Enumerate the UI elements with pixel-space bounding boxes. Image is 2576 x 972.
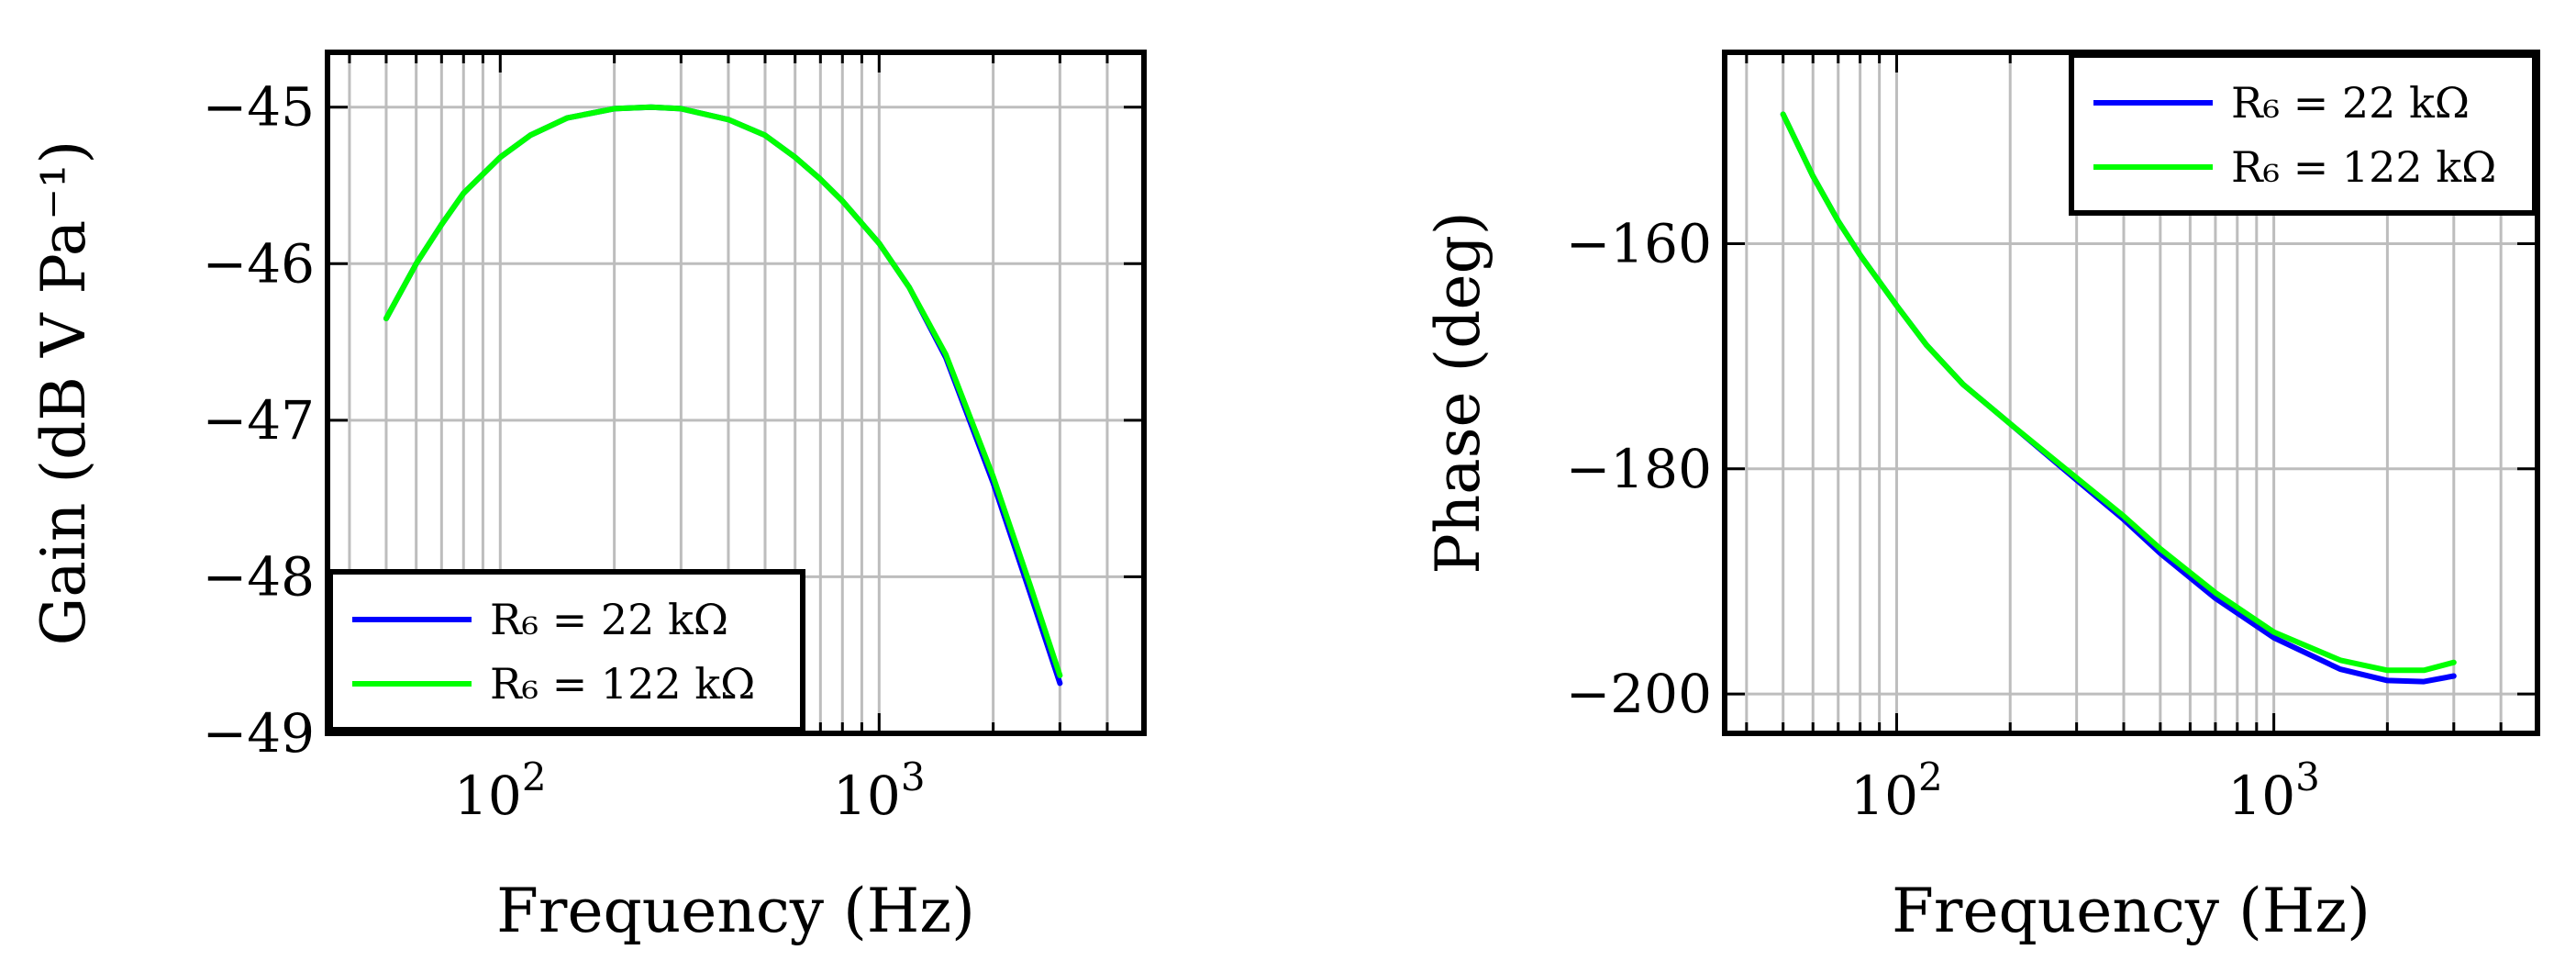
plot-frame bbox=[325, 50, 1147, 736]
y-tick-label: −160 bbox=[1566, 212, 1712, 274]
y-tick-label: −200 bbox=[1566, 663, 1712, 725]
x-tick-label: 103 bbox=[833, 754, 926, 827]
y-tick-label: −49 bbox=[203, 702, 315, 765]
y-tick-label: −45 bbox=[203, 76, 315, 139]
x-tick-label: 102 bbox=[454, 754, 547, 827]
legend: R₆ = 22 kΩ R₆ = 122 kΩ bbox=[328, 569, 805, 732]
phase-plot: −160 −180 −200 102 103 Frequency (Hz) Phase (d… bbox=[1423, 50, 2540, 946]
x-tick-label: 103 bbox=[2227, 754, 2320, 827]
legend-entry-label: R₆ = 122 kΩ bbox=[2231, 142, 2496, 192]
y-tick-label: −47 bbox=[203, 389, 315, 452]
series-line-r6-122k bbox=[383, 104, 1063, 678]
y-tick-label: −180 bbox=[1566, 438, 1712, 500]
legend-entry-label: R₆ = 122 kΩ bbox=[490, 659, 755, 709]
x-tick-label: 102 bbox=[1850, 754, 1943, 827]
gain-plot: −45 −46 −47 −48 −49 102 103 Frequency (Hz) Gain … bbox=[28, 50, 1147, 946]
x-axis-label: Frequency (Hz) bbox=[1892, 876, 2371, 946]
y-tick-label: −46 bbox=[203, 232, 315, 295]
legend-entry-label: R₆ = 22 kΩ bbox=[490, 595, 728, 644]
legend-box bbox=[2069, 52, 2537, 216]
legend: R₆ = 22 kΩ R₆ = 122 kΩ bbox=[2069, 52, 2537, 216]
y-axis-label: Phase (deg) bbox=[1423, 211, 1493, 574]
x-axis-label: Frequency (Hz) bbox=[496, 876, 975, 946]
series-group bbox=[1780, 111, 2457, 685]
y-tick-label: −48 bbox=[203, 545, 315, 608]
y-axis-label: Gain (dB V Pa⁻¹) bbox=[28, 140, 99, 646]
legend-entry-label: R₆ = 22 kΩ bbox=[2231, 78, 2470, 128]
series-group bbox=[383, 104, 1063, 687]
legend-box bbox=[328, 569, 805, 732]
series-line-r6-122k bbox=[1780, 111, 2457, 674]
